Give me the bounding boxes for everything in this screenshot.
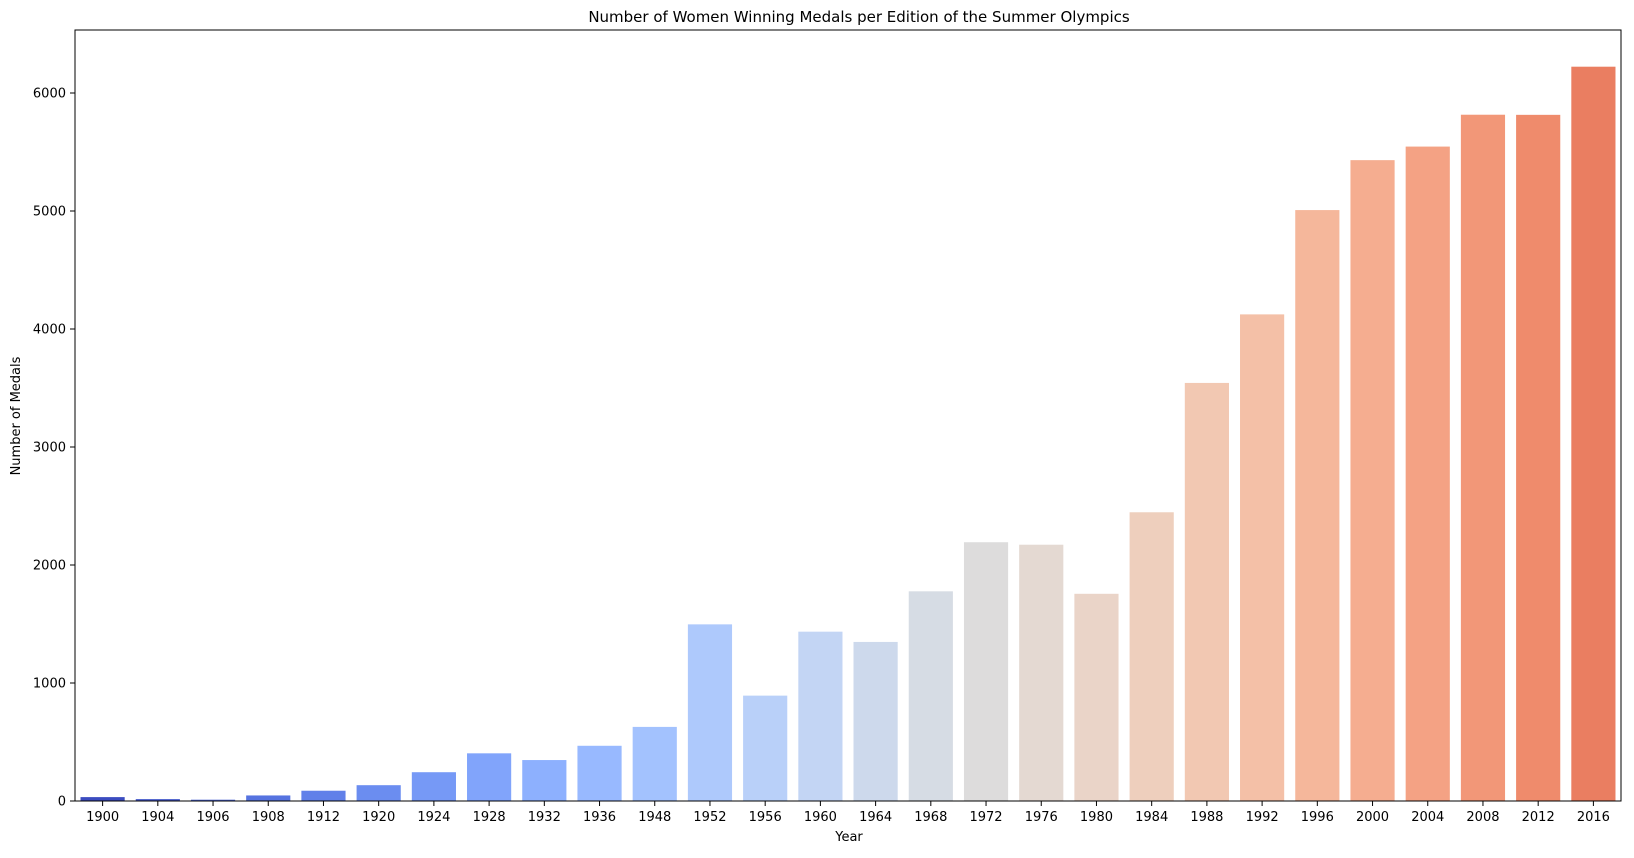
x-tick-label: 1900 xyxy=(86,810,119,825)
y-axis-ticks: 0 1000 2000 3000 4000 5000 6000 xyxy=(33,87,75,810)
y-tick-label: 3000 xyxy=(33,441,66,456)
bar-1968 xyxy=(908,591,953,801)
bar-1904 xyxy=(135,799,180,801)
x-tick-label: 1936 xyxy=(583,810,616,825)
x-tick-label: 1968 xyxy=(914,810,947,825)
bar-2016 xyxy=(1571,66,1616,801)
x-tick-label: 1976 xyxy=(1025,810,1058,825)
bar-1912 xyxy=(301,790,346,801)
bar-1906 xyxy=(190,799,236,801)
y-axis-label: Number of Medals xyxy=(9,356,24,475)
x-tick-label: 2000 xyxy=(1356,810,1389,825)
x-tick-label: 2012 xyxy=(1522,810,1555,825)
x-tick-label: 1952 xyxy=(693,810,726,825)
x-tick-label: 1906 xyxy=(196,810,229,825)
y-tick-label: 5000 xyxy=(33,205,66,220)
x-tick-label: 1932 xyxy=(528,810,561,825)
bar-1988 xyxy=(1184,382,1229,801)
bar-1996 xyxy=(1295,210,1340,801)
x-tick-label: 1992 xyxy=(1246,810,1279,825)
x-axis-ticks: 1900 1904 1906 1908 1912 1920 1924 1928 1932 1936… xyxy=(86,801,1610,825)
bar-1932 xyxy=(522,760,567,801)
bars-group xyxy=(80,66,1616,802)
x-tick-label: 1920 xyxy=(362,810,395,825)
x-tick-label: 1928 xyxy=(473,810,506,825)
bar-1928 xyxy=(467,753,512,801)
bar-2000 xyxy=(1350,160,1395,801)
x-tick-label: 2008 xyxy=(1466,810,1499,825)
plot-frame xyxy=(74,29,1622,802)
bar-1948 xyxy=(632,726,677,801)
bar-2008 xyxy=(1460,114,1506,802)
y-tick-label: 6000 xyxy=(33,87,66,102)
x-tick-label: 2016 xyxy=(1577,810,1610,825)
bar-1952 xyxy=(687,624,733,801)
x-axis-label: Year xyxy=(834,830,863,845)
x-tick-label: 1960 xyxy=(804,810,837,825)
bar-1964 xyxy=(853,641,898,801)
x-tick-label: 2004 xyxy=(1411,810,1444,825)
bar-1908 xyxy=(246,795,291,801)
y-tick-label: 4000 xyxy=(33,323,66,338)
x-tick-label: 1956 xyxy=(749,810,782,825)
y-tick-label: 1000 xyxy=(33,677,66,692)
bar-1900 xyxy=(80,797,125,801)
bar-2004 xyxy=(1405,146,1450,801)
x-tick-label: 1964 xyxy=(859,810,892,825)
bar-1976 xyxy=(1019,544,1064,801)
chart-title: Number of Women Winning Medals per Editi… xyxy=(588,8,1130,26)
bar-1924 xyxy=(411,772,456,801)
x-tick-label: 1972 xyxy=(969,810,1002,825)
x-tick-label: 1996 xyxy=(1301,810,1334,825)
x-tick-label: 1924 xyxy=(417,810,450,825)
bar-1936 xyxy=(577,745,622,801)
y-tick-label: 2000 xyxy=(33,559,66,574)
x-tick-label: 1908 xyxy=(252,810,285,825)
bar-1960 xyxy=(798,631,843,801)
bar-2012 xyxy=(1516,114,1561,802)
bar-1956 xyxy=(743,695,788,801)
bar-1984 xyxy=(1129,512,1174,801)
bar-1980 xyxy=(1074,593,1119,801)
bar-1992 xyxy=(1240,314,1285,801)
bar-1972 xyxy=(963,542,1009,801)
bar-1920 xyxy=(356,785,401,801)
x-tick-label: 1948 xyxy=(638,810,671,825)
x-tick-label: 1984 xyxy=(1135,810,1168,825)
x-tick-label: 1904 xyxy=(141,810,174,825)
x-tick-label: 1980 xyxy=(1080,810,1113,825)
x-tick-label: 1988 xyxy=(1190,810,1223,825)
y-tick-label: 0 xyxy=(58,795,66,810)
x-tick-label: 1912 xyxy=(307,810,340,825)
